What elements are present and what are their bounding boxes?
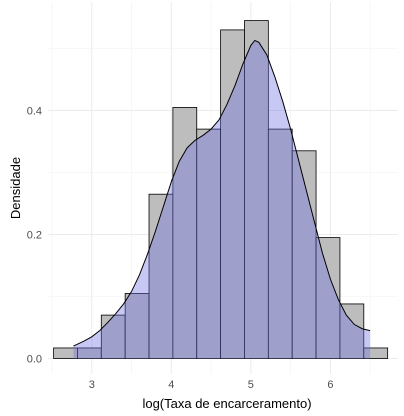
histogram-bars [53,20,389,359]
x-tick-label: 5 [248,379,254,391]
histogram-bar [315,237,341,359]
y-tick-label: 0.4 [27,106,42,118]
x-tick-label: 4 [168,379,174,391]
y-axis-title: Densidade [8,157,23,219]
density-area [73,40,371,359]
x-tick-label: 6 [327,379,333,391]
x-axis-title: log(Taxa de encarceramento) [142,396,311,411]
density-curve [73,39,371,359]
histogram-bar [339,303,365,359]
y-tick-label: 0.2 [27,230,42,242]
density-line [73,39,371,347]
tick-labels: 3 4 5 6 0.0 0.2 0.4 [27,106,334,392]
y-tick-label: 0.0 [27,354,42,366]
histogram-bar [363,347,389,359]
x-tick-label: 3 [89,379,95,391]
